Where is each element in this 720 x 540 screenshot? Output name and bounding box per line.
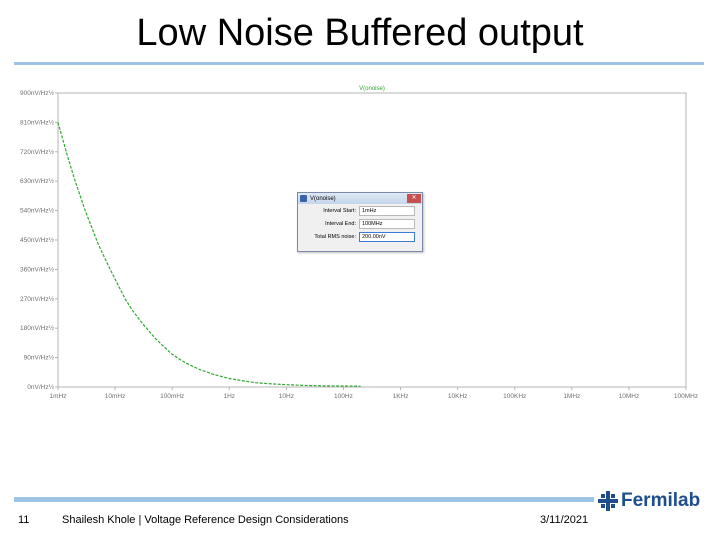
total-rms-noise-row: Total RMS noise: 200.00nV [298, 230, 422, 243]
footer-text: Shailesh Khole | Voltage Reference Desig… [62, 514, 349, 526]
y-tick-label: 450nV/Hz½ [20, 236, 55, 244]
y-tick-label: 360nV/Hz½ [20, 265, 55, 273]
total-rms-noise-field[interactable]: 200.00nV [359, 231, 415, 242]
y-tick-label: 630nV/Hz½ [20, 177, 55, 185]
noise-chart-svg: 900nV/Hz½ 810nV/Hz½ 720nV/Hz½ 630nV/Hz½ 540n… [20, 86, 698, 400]
x-tick-label: 10mHz [105, 393, 126, 400]
interval-end-field[interactable]: 100MHz [359, 218, 415, 229]
interval-start-row: Interval Start: 1mHz [298, 204, 422, 217]
x-tick-label: 10KHz [448, 393, 468, 400]
x-tick-label: 1KHz [393, 393, 409, 400]
y-tick-label: 540nV/Hz½ [20, 207, 55, 215]
x-tick-label: 100Hz [334, 393, 353, 400]
y-tick-label: 90nV/Hz½ [24, 354, 55, 362]
close-icon[interactable]: ✕ [407, 194, 421, 203]
trace-label: V(onoise) [359, 86, 385, 92]
x-tick-label: 100KHz [503, 393, 526, 400]
x-tick-label: 1mHz [50, 393, 67, 400]
x-tick-label: 100MHz [674, 393, 698, 400]
noise-trace-line [57, 122, 361, 387]
interval-end-label: Interval End: [325, 220, 356, 227]
rms-noise-dialog[interactable]: V(onoise) ✕ Interval Start: 1mHz Interva… [297, 192, 423, 252]
total-rms-noise-label: Total RMS noise: [314, 233, 356, 240]
interval-end-row: Interval End: 100MHz [298, 217, 422, 230]
x-tick-label: 1Hz [223, 393, 235, 400]
x-tick-label: 100mHz [160, 393, 184, 400]
x-tick-label: 10MHz [619, 393, 640, 400]
y-tick-label: 720nV/Hz½ [20, 148, 55, 156]
y-tick-label: 0nV/Hz½ [27, 383, 54, 391]
page-number: 11 [18, 514, 30, 526]
footer-divider [14, 497, 594, 502]
slide-title: Low Noise Buffered output [136, 12, 584, 54]
interval-start-field[interactable]: 1mHz [359, 205, 415, 216]
x-tick-label: 1MHz [563, 393, 580, 400]
y-tick-label: 900nV/Hz½ [20, 89, 55, 97]
logo-text: Fermilab [621, 490, 701, 511]
dialog-titlebar[interactable]: V(onoise) ✕ [298, 193, 422, 204]
title-divider [14, 62, 704, 65]
fermilab-logo-icon [598, 491, 618, 511]
interval-start-label: Interval Start: [323, 207, 356, 214]
app-icon [300, 195, 307, 202]
dialog-title: V(onoise) [310, 195, 336, 202]
y-tick-label: 270nV/Hz½ [20, 295, 55, 303]
footer-date: 3/11/2021 [540, 514, 589, 526]
x-tick-label: 10Hz [279, 393, 294, 400]
fermilab-logo: Fermilab [598, 490, 700, 512]
y-tick-label: 180nV/Hz½ [20, 324, 55, 332]
y-tick-label: 810nV/Hz½ [20, 118, 55, 126]
